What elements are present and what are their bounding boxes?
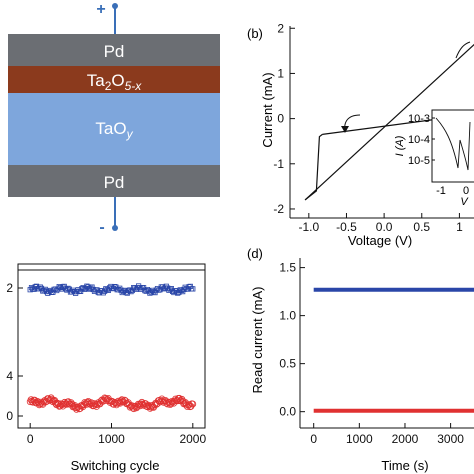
sweep-arrow-right: [455, 41, 471, 59]
inset-ytick-2: 10-4: [408, 134, 430, 146]
panel-d-xtick-label: 2000: [392, 432, 419, 446]
panel-c-xlabel: Switching cycle: [71, 458, 160, 473]
inset-xlabel: V: [460, 196, 469, 208]
ta2o5-ta: Ta: [87, 71, 106, 90]
bottom-terminal: [112, 225, 118, 231]
lrs-marker: [37, 398, 45, 406]
iv-curve-panel: (b) Current (mA) Voltage (V) -2 -1 0 1 2 -1.0…: [247, 21, 474, 248]
lrs-marker: [103, 397, 110, 405]
panel-d-axes: 0.0 0.5 1.0 1.5 0 1000 2000 3000: [279, 258, 474, 446]
inset-ylabel: I (A): [394, 135, 406, 156]
lrs-marker: [69, 403, 77, 411]
taoy-sub: y: [126, 127, 134, 141]
layer-pd-bottom-label: Pd: [104, 173, 125, 192]
hrs-marker: [147, 290, 153, 296]
panel-c-ytick-label: 4: [6, 369, 13, 383]
panel-d-ytick-label: 1.5: [279, 261, 296, 275]
lrs-marker: [85, 400, 93, 408]
panel-b-ytick-label: 1: [277, 66, 284, 80]
panel-d-label: (d): [247, 246, 263, 261]
hrs-marker: [153, 287, 159, 293]
panel-b-xtick-label: 1: [456, 220, 463, 234]
panel-b-xtick-label: 0.5: [413, 220, 430, 234]
panel-d-ytick-label: 0.5: [279, 357, 296, 371]
panel-d-xtick-label: 3000: [437, 432, 464, 446]
inset-ytick-1-text: 10-3: [408, 113, 430, 125]
inset-xtick-2: 0: [463, 185, 469, 197]
panel-c-xtick-label: 0: [27, 432, 34, 446]
top-terminal: [112, 3, 118, 9]
lrs-marker: [160, 398, 168, 406]
panel-b-axes: [289, 26, 474, 219]
lrs-marker: [57, 400, 65, 408]
hrs-marker: [182, 284, 188, 290]
inset-ytick-3-text: 10-5: [408, 155, 430, 167]
panel-c-markers: [26, 283, 197, 413]
panel-c-ytick-label: 2: [6, 281, 13, 295]
lrs-marker: [168, 397, 176, 405]
hrs-marker: [190, 286, 196, 292]
panel-d-ytick-label: 1.0: [279, 309, 296, 323]
iv-curve-1: [304, 43, 474, 201]
inset-ytick-2-text: 10-4: [408, 134, 430, 146]
panel-b-ytick-label: -1: [273, 157, 284, 171]
panel-c-axes: 0 1000 2000 2 4 0: [6, 263, 206, 446]
panel-b-xtick-label: -1.0: [298, 220, 319, 234]
panel-c-xtick-label: 1000: [98, 432, 125, 446]
layer-pd-top-label: Pd: [104, 42, 125, 61]
panel-b-label: (b): [247, 26, 263, 41]
polarity-plus: +: [96, 1, 105, 18]
layer-taoy: [8, 93, 220, 165]
sweep-arrow-left-head: [341, 126, 349, 133]
lrs-marker: [114, 397, 122, 405]
layer-ta2o5-label: Ta2O5-x: [87, 71, 143, 93]
panel-d-ylabel: Read current (mA): [250, 287, 265, 394]
panel-c-ytick-label: 0: [6, 409, 13, 423]
retention-panel: (d) Read current (mA) Time (s) 0.0 0.5 1.0…: [247, 246, 474, 473]
panel-b-ticks: -2 -1 0 1 2 -1.0 -0.5 0.0 0.5 1: [273, 21, 463, 234]
lrs-marker: [74, 404, 81, 411]
iv-log-inset: 10-3 10-4 10-5 I (A) -1 0 V: [394, 109, 474, 208]
panel-b-ytick-label: -2: [273, 202, 284, 216]
panel-b-xtick-label: 0.0: [376, 220, 393, 234]
lrs-marker: [189, 400, 197, 408]
iv-curve-3: [304, 133, 323, 201]
lrs-marker: [134, 400, 142, 408]
polarity-minus: -: [99, 219, 104, 236]
panel-d-xlabel: Time (s): [381, 458, 428, 473]
panel-d-xtick-label: 1000: [346, 432, 373, 446]
hrs-marker: [45, 290, 51, 296]
inset-ytick-1: 10-3: [408, 113, 430, 125]
ta2o5-o: O: [111, 71, 124, 90]
panel-b-xlabel: Voltage (V): [348, 233, 412, 248]
panel-d-ytick-label: 0.0: [279, 405, 296, 419]
taoy-main: TaO: [95, 119, 126, 138]
layer-taoy-label: TaOy: [95, 119, 133, 141]
layer-ta2o5: [8, 66, 220, 93]
panel-c-xtick-label: 2000: [179, 432, 206, 446]
panel-b-ytick-label: 0: [277, 112, 284, 126]
panel-b-ylabel: Current (mA): [260, 72, 275, 147]
layer-pd-bottom: [8, 165, 220, 197]
panel-d-curves: [313, 287, 474, 413]
layer-pd-top: [8, 34, 220, 66]
inset-curve: [435, 117, 471, 171]
switching-cycle-panel: 0 1000 2000 2 4 0 Switching cycle: [6, 263, 206, 473]
panel-d-xtick-label: 0: [310, 432, 317, 446]
inset-xtick-1: -1: [436, 185, 446, 197]
device-stack-panel: + Pd Ta2O5-x TaOy Pd -: [8, 1, 220, 236]
ta2o5-sub2: 5-x: [125, 79, 143, 93]
panel-b-xtick-label: -0.5: [336, 220, 357, 234]
ta2o5-sub1: 2: [105, 79, 112, 93]
hrs-marker: [169, 288, 176, 295]
panel-b-ytick-label: 2: [277, 21, 284, 35]
hrs-marker: [115, 286, 121, 293]
inset-ytick-3: 10-5: [408, 155, 430, 167]
